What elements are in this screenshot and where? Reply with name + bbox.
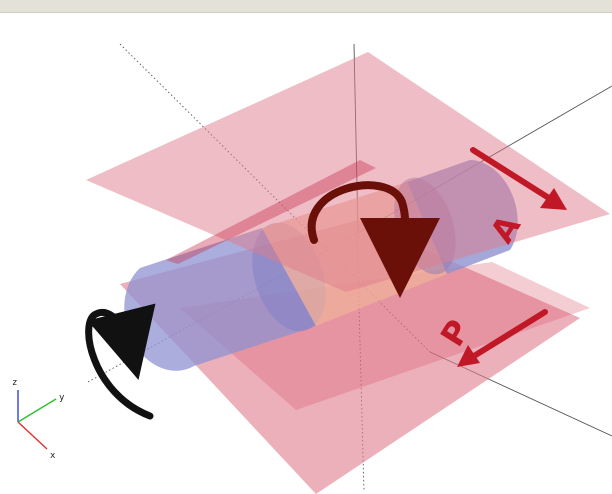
axis-triad-y-line xyxy=(17,398,57,423)
rotation-arrow-black-icon xyxy=(85,303,156,420)
viewer-toolbar-edge xyxy=(0,12,612,13)
viewer-toolbar-strip xyxy=(0,0,612,12)
axis-triad-z-label: z xyxy=(12,378,17,388)
axis-triad-x-line xyxy=(17,421,48,450)
axis-triad-x-label: x xyxy=(50,451,56,461)
polarizer-direction-arrowhead-icon xyxy=(457,345,480,367)
top-plate-slot xyxy=(166,160,376,264)
top-plate xyxy=(86,52,610,292)
analyzer-direction-arrowhead-icon xyxy=(540,188,567,210)
analyzer-direction-arrow-icon xyxy=(470,147,555,203)
polarizer-direction-arrow-icon xyxy=(471,309,548,359)
rotation-arrow-dark-icon xyxy=(307,181,441,298)
axis-triad-y-label: y xyxy=(59,393,65,403)
left-cylinder xyxy=(124,228,316,371)
